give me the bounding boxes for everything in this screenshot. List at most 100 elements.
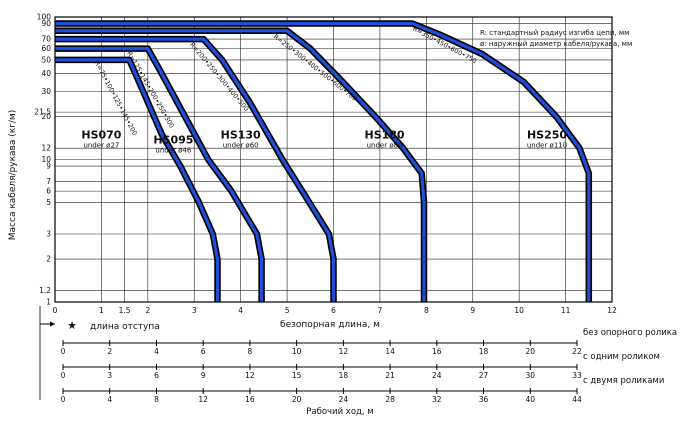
scales-title: Рабочий ход, м: [306, 407, 373, 417]
scale-tick-label-0-9: 18: [479, 347, 489, 356]
scale-tick-label-2-9: 36: [479, 395, 489, 404]
scale-tick-label-1-1: 3: [107, 371, 112, 380]
scale-tick-label-1-0: 0: [61, 371, 66, 380]
series-HS250-line: [55, 21, 591, 302]
y-tick-label-17: 90: [41, 19, 51, 28]
scale-tick-label-1-2: 6: [154, 371, 159, 380]
scale-name-1: с одним роликом: [583, 352, 660, 362]
series-sub-HS180: under ø80: [367, 142, 403, 150]
scale-tick-label-2-5: 20: [292, 395, 302, 404]
scale-tick-label-1-9: 27: [479, 371, 489, 380]
series-HS095-line: [55, 47, 264, 302]
scale-tick-label-0-4: 8: [248, 347, 253, 356]
y-tick-label-6: 7: [46, 177, 51, 186]
scale-tick-label-2-8: 32: [432, 395, 442, 404]
series-HS130-line: [55, 37, 336, 302]
scale-tick-label-0-10: 20: [525, 347, 535, 356]
series-radius-HS180: R=250•300•400•500•600•700: [272, 33, 359, 103]
scale-tick-label-2-4: 16: [245, 395, 255, 404]
y-tick-label-15: 60: [41, 44, 51, 53]
legend-diameter: ø: наружный диаметр кабеля/рукава, мм: [480, 40, 632, 48]
legend-radius: R: стандартный радиус изгиба цепи, мм: [480, 29, 629, 37]
x-tick-label-4: 3: [192, 306, 197, 315]
series-label-HS070: HS070: [81, 129, 121, 142]
y-tick-label-1: 1.2: [39, 286, 51, 295]
x-tick-label-1: 1: [99, 306, 104, 315]
y-tick-label-7: 9: [46, 162, 51, 171]
x-tick-label-6: 5: [285, 306, 290, 315]
series-sub-HS095: under ø46: [155, 146, 191, 154]
series-radius-HS130: R=200•250•300•400•500: [188, 41, 250, 113]
y-axis-title: Масса кабеля/рукава (кг/м): [8, 110, 18, 240]
scale-name-0: без опорного ролика: [583, 328, 677, 338]
scale-tick-label-0-2: 4: [154, 347, 159, 356]
curves: [55, 20, 593, 302]
series-sub-HS250: under ø110: [527, 142, 567, 150]
scale-tick-label-2-1: 4: [107, 395, 112, 404]
series-sub-HS130: under ø60: [223, 142, 259, 150]
scale-tick-label-1-7: 21: [385, 371, 395, 380]
series-HS180-outline: [55, 27, 428, 302]
scale-tick-label-1-6: 18: [339, 371, 349, 380]
y-tick-label-5: 6: [46, 187, 51, 196]
y-tick-label-3: 3: [46, 230, 51, 239]
x-tick-label-13: 12: [607, 306, 617, 315]
y-tick-label-12: 30: [41, 87, 51, 96]
plot-frame: [54, 16, 613, 303]
y-tick-label-13: 40: [41, 69, 51, 78]
scale-tick-label-1-3: 9: [201, 371, 206, 380]
scale-tick-label-0-3: 6: [201, 347, 206, 356]
x-tick-label-0: 0: [53, 306, 58, 315]
scale-tick-label-2-6: 24: [339, 395, 349, 404]
scale-tick-label-1-8: 24: [432, 371, 442, 380]
x-tick-label-11: 10: [514, 306, 524, 315]
series-label-HS180: HS180: [365, 129, 405, 142]
y-tick-label-14: 50: [41, 55, 51, 64]
offset-star-icon: ★: [67, 319, 77, 332]
scale-tick-label-1-4: 12: [245, 371, 255, 380]
x-tick-label-5: 4: [238, 306, 243, 315]
series-label-HS095: HS095: [153, 133, 193, 146]
scale-tick-label-2-10: 40: [525, 395, 535, 404]
y-tick-label-10: 20: [41, 112, 51, 121]
scale-tick-label-0-6: 12: [339, 347, 349, 356]
y-tick-label-2: 2: [46, 255, 51, 264]
scale-tick-label-2-11: 44: [572, 395, 582, 404]
offset-arrowhead: [50, 321, 55, 327]
scale-tick-label-2-7: 28: [385, 395, 395, 404]
scale-tick-label-1-5: 15: [292, 371, 302, 380]
offset-label: длина отступа: [90, 322, 160, 332]
scale-tick-label-0-8: 16: [432, 347, 442, 356]
x-tick-label-8: 7: [378, 306, 383, 315]
x-tick-label-10: 9: [470, 306, 475, 315]
x-tick-label-9: 8: [424, 306, 429, 315]
series-sub-HS070: under ø27: [83, 142, 119, 150]
x-axis-title: безопорная длина, м: [280, 320, 380, 330]
scale-tick-label-1-11: 33: [572, 371, 582, 380]
y-tick-label-9: 12: [41, 144, 51, 153]
scale-tick-label-0-11: 22: [572, 347, 582, 356]
scale-tick-label-1-10: 30: [525, 371, 535, 380]
y-tick-label-0: 1: [46, 298, 51, 307]
y-tick-label-4: 5: [46, 198, 51, 207]
x-tick-label-7: 6: [331, 306, 336, 315]
scale-tick-label-2-0: 0: [61, 395, 66, 404]
series-HS070-outline: [55, 56, 221, 302]
y-tick-label-8: 10: [41, 155, 51, 164]
scale-tick-label-2-3: 12: [198, 395, 208, 404]
y-tick-label-18: 100: [37, 13, 52, 22]
axes: 0 1 1.5 2 3 4 5 6 7 8 9 10 11 1211.223567910122021.53…: [34, 13, 617, 316]
x-tick-label-3: 2: [145, 306, 150, 315]
scale-tick-label-0-7: 14: [385, 347, 395, 356]
scale-tick-label-0-1: 2: [107, 347, 112, 356]
series-HS180-line: [55, 29, 426, 302]
scale-tick-label-0-0: 0: [61, 347, 66, 356]
series-label-HS250: HS250: [527, 129, 567, 142]
x-tick-label-12: 11: [561, 306, 571, 315]
scale-name-2: с двумя роликами: [583, 376, 664, 386]
scale-tick-label-0-5: 10: [292, 347, 302, 356]
series-HS070-line: [55, 58, 220, 302]
